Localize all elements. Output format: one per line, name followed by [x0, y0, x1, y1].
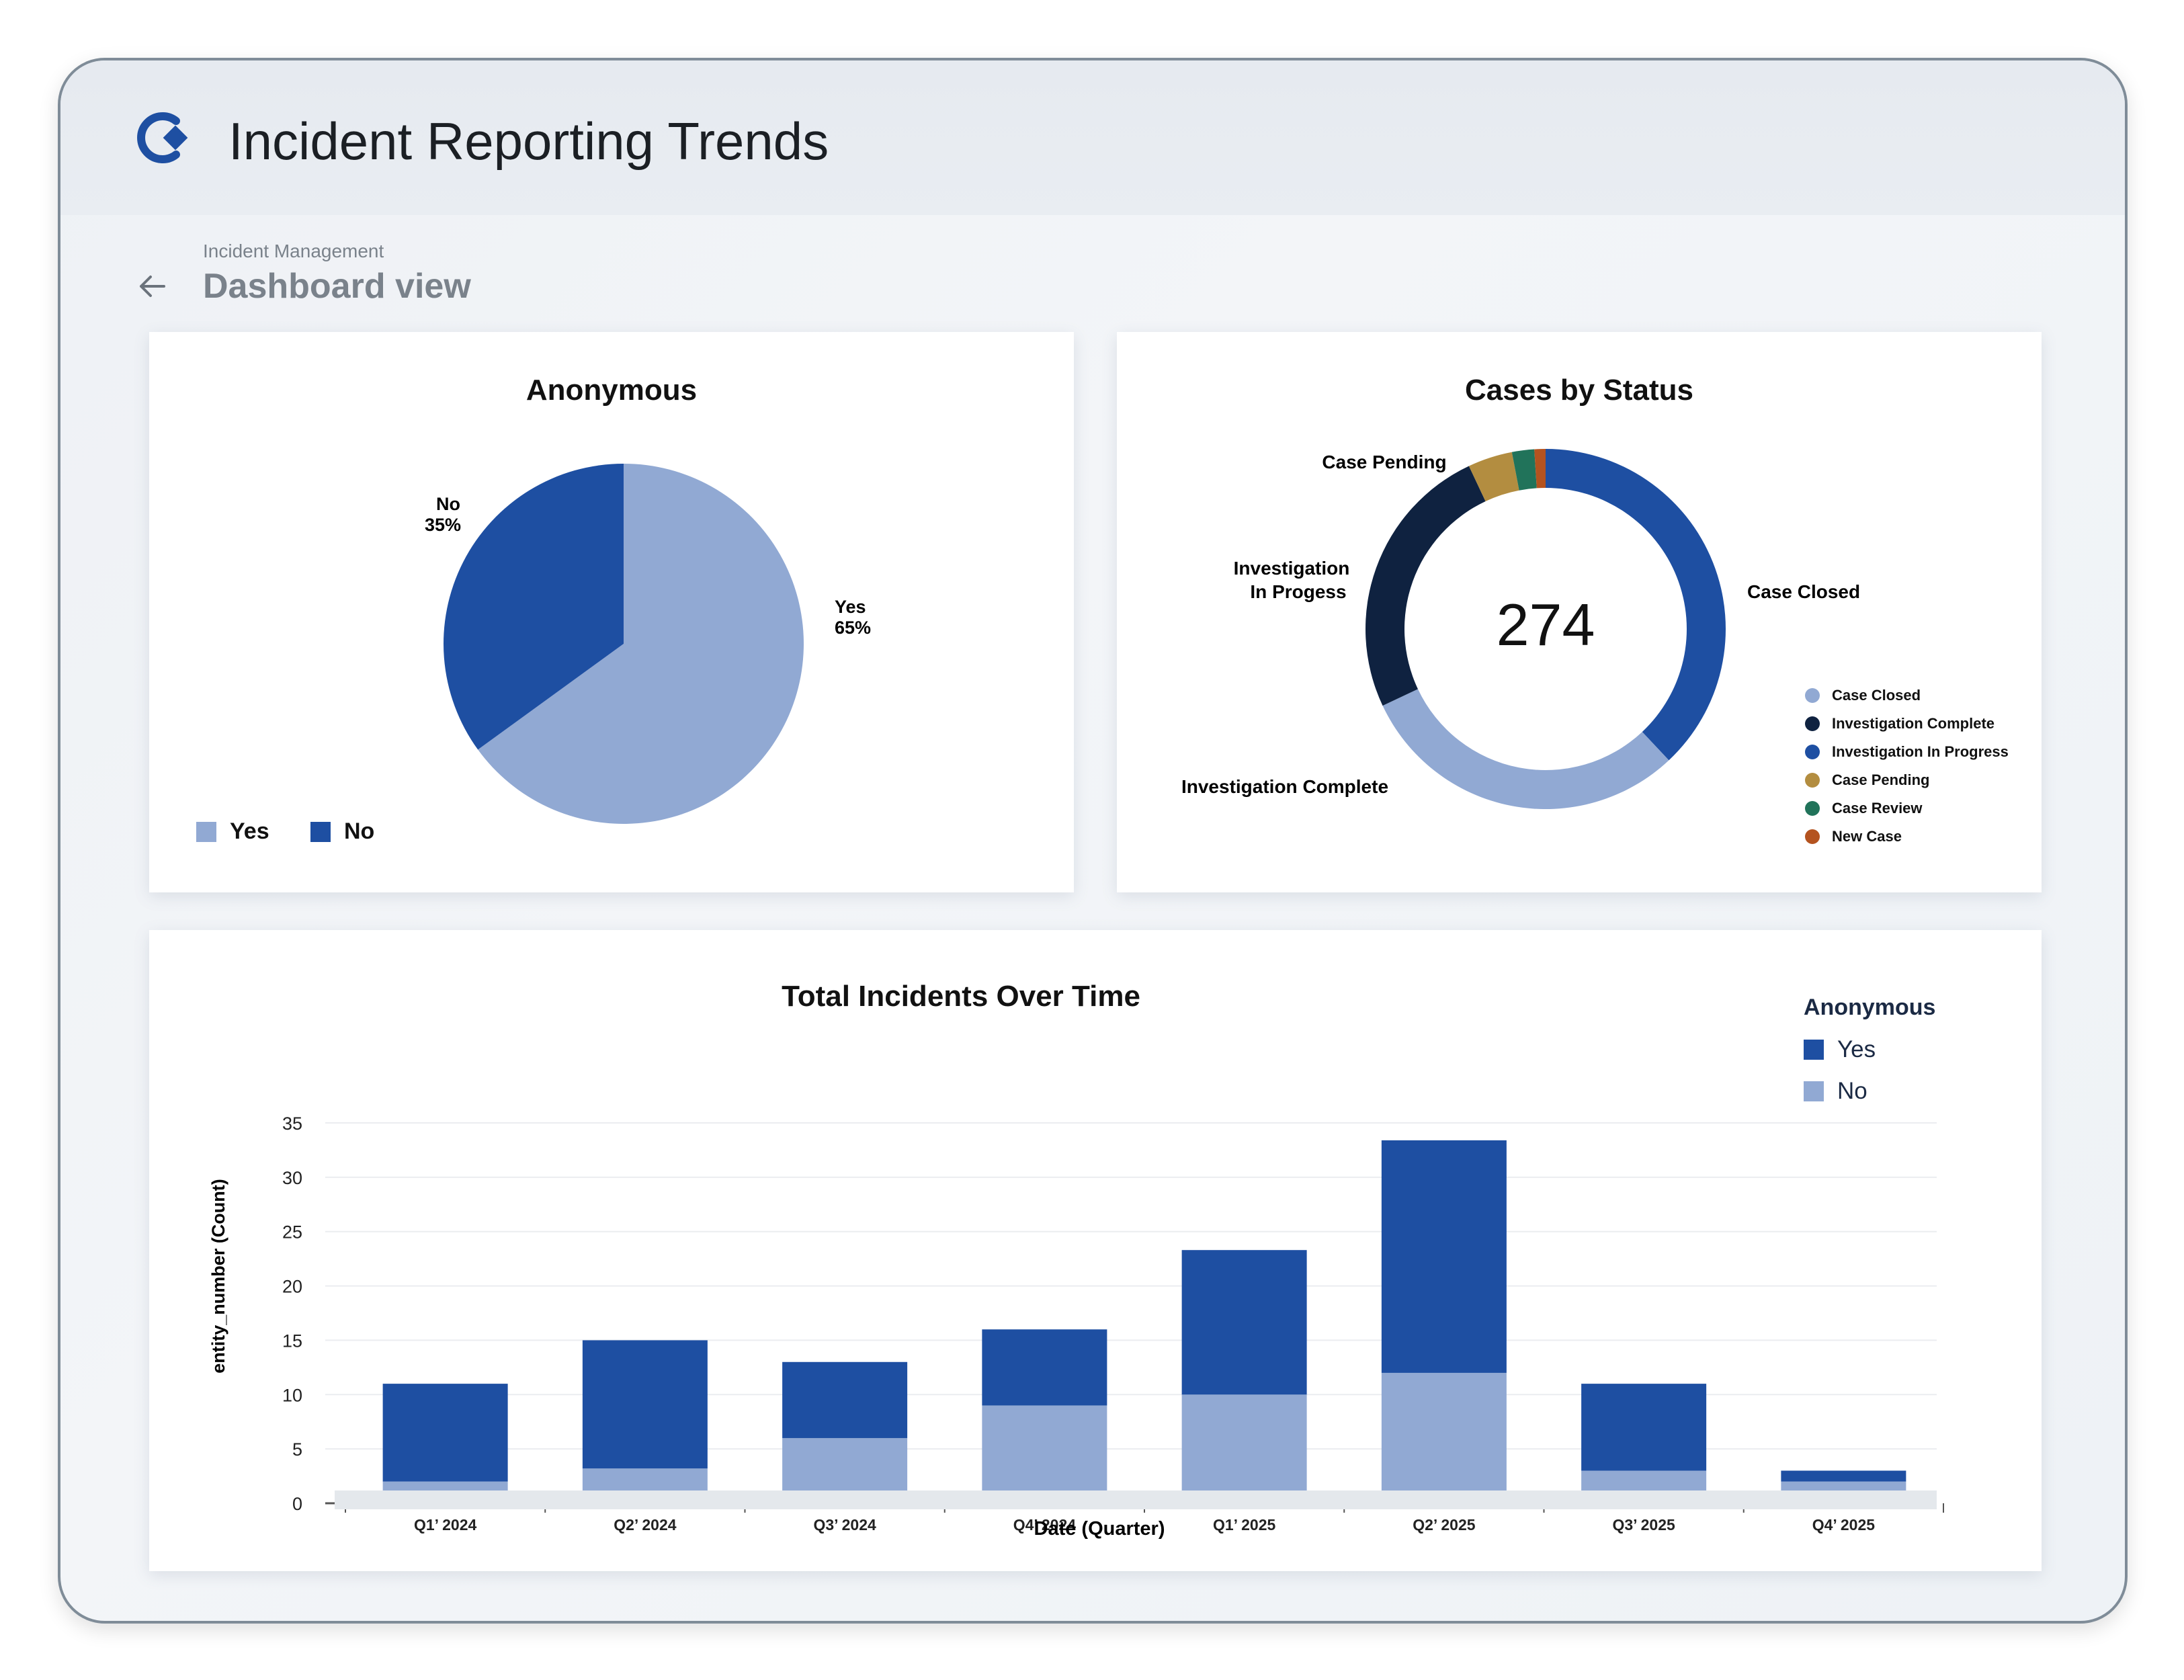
x-tick-label: Q2’ 2024: [614, 1516, 677, 1534]
callout-investigation-complete: Investigation Complete: [1181, 776, 1388, 797]
anonymous-title: Anonymous: [526, 374, 698, 407]
pie-label-no: No: [436, 494, 460, 514]
incidents-legend-no-swatch: [1804, 1081, 1824, 1101]
legend-dot: [1805, 773, 1820, 788]
legend-investigation-complete[interactable]: Investigation Complete: [1805, 714, 1994, 734]
x-tick-label: Q4’ 2024: [1013, 1516, 1077, 1534]
back-arrow-icon[interactable]: [134, 269, 169, 304]
pie-pct-no: 35%: [425, 515, 461, 535]
app-header: Incident Reporting Trends: [60, 60, 2125, 215]
incidents-legend-yes[interactable]: Yes: [1804, 1036, 1876, 1063]
pie-slice-yes[interactable]: [478, 464, 804, 824]
legend-dot: [1805, 801, 1820, 816]
legend-case-closed[interactable]: Case Closed: [1805, 685, 1921, 706]
x-tick-label: Q1’ 2025: [1213, 1516, 1276, 1534]
y-tick-label: 10: [282, 1385, 302, 1405]
x-tick-label: Q2’ 2025: [1413, 1516, 1476, 1534]
cases-status-legend: Case Closed Investigation Complete Inves…: [1805, 685, 2033, 860]
bar-segment-yes[interactable]: [382, 1384, 508, 1482]
x-scrollbar[interactable]: [335, 1490, 1937, 1509]
legend-label: Case Pending: [1832, 771, 1930, 788]
anonymous-pie-chart: No 35% Yes 65%: [425, 464, 871, 824]
y-tick-label: 25: [282, 1222, 302, 1243]
donut-slice-case-closed[interactable]: [1382, 689, 1669, 809]
breadcrumb-current: Dashboard view: [203, 267, 471, 306]
legend-new-case[interactable]: New Case: [1805, 827, 1902, 847]
legend-case-review[interactable]: Case Review: [1805, 798, 1923, 818]
donut-slice-investigation-in-progress[interactable]: [1546, 449, 1726, 761]
bar-segment-yes[interactable]: [1181, 1250, 1307, 1395]
cases-status-card: Cases by Status 274 Case Pending Investi…: [1117, 332, 2042, 892]
breadcrumb-parent[interactable]: Incident Management: [203, 241, 384, 261]
bar-segment-yes[interactable]: [1781, 1470, 1906, 1482]
legend-investigation-in-progress[interactable]: Investigation In Progress: [1805, 742, 2009, 762]
legend-dot: [1805, 716, 1820, 731]
y-axis-label: entity_number (Count): [208, 1179, 228, 1374]
x-tick-label: Q1’ 2024: [414, 1516, 477, 1534]
cases-status-donut-chart: 274 Case Pending Investigation In Proges…: [1181, 449, 1860, 809]
donut-total: 274: [1497, 591, 1595, 658]
incidents-legend-yes-swatch: [1804, 1040, 1824, 1060]
incidents-legend: Anonymous Yes No: [1804, 995, 1978, 1116]
bar-segment-yes[interactable]: [782, 1361, 908, 1438]
bar-segment-yes[interactable]: [1381, 1140, 1507, 1373]
app-window: Incident Reporting Trends Incident Manag…: [58, 58, 2128, 1624]
x-tick-label: Q4’ 2025: [1812, 1516, 1876, 1534]
bar-segment-yes[interactable]: [982, 1329, 1107, 1406]
app-logo-icon: [137, 112, 188, 163]
anonymous-card: Anonymous No 35% Yes 65% Yes No: [149, 332, 1074, 892]
callout-case-pending: Case Pending: [1322, 452, 1446, 472]
callout-investigation-line1: Investigation: [1234, 558, 1350, 579]
y-tick-label: 5: [292, 1439, 302, 1460]
legend-case-pending[interactable]: Case Pending: [1805, 770, 1929, 790]
incidents-over-time-card: Total Incidents Over Time 0 5 10 15 20 25 30 35…: [149, 930, 2042, 1571]
incidents-title: Total Incidents Over Time: [782, 980, 1140, 1013]
legend-dot: [1805, 745, 1820, 759]
legend-no-label: No: [344, 818, 375, 844]
y-tick-label: 30: [282, 1168, 302, 1188]
page-title: Incident Reporting Trends: [228, 112, 829, 171]
incidents-legend-no-label: No: [1837, 1078, 1867, 1104]
bar-segment-yes[interactable]: [1581, 1384, 1707, 1471]
donut-slice-case-review[interactable]: [1511, 449, 1537, 491]
callout-case-closed: Case Closed: [1747, 581, 1860, 602]
legend-no[interactable]: No: [310, 818, 374, 845]
donut-slice-investigation-complete[interactable]: [1366, 466, 1486, 706]
y-tick-label: 0: [292, 1494, 302, 1514]
pie-pct-yes: 65%: [835, 618, 871, 638]
legend-dot: [1805, 688, 1820, 703]
x-tick-label: Q3’ 2024: [813, 1516, 876, 1534]
y-tick-label: 20: [282, 1277, 302, 1297]
pie-label-yes: Yes: [835, 597, 866, 617]
legend-label: Case Review: [1832, 800, 1923, 816]
legend-yes-label: Yes: [230, 818, 269, 844]
bar-segment-no[interactable]: [982, 1405, 1107, 1503]
callout-investigation-line2: In Progess: [1250, 581, 1346, 602]
legend-label: Investigation Complete: [1832, 715, 1995, 732]
y-tick-label: 15: [282, 1331, 302, 1351]
breadcrumb: Incident Management Dashboard view: [134, 235, 739, 316]
incidents-bar-chart: 0 5 10 15 20 25 30 35 Q1’ 2024 Q2’ 2024 Q3’ 2024 Q…: [208, 1114, 1944, 1540]
legend-yes[interactable]: Yes: [196, 818, 269, 845]
donut-slice-new-case[interactable]: [1534, 449, 1546, 489]
donut-slice-case-pending[interactable]: [1468, 452, 1519, 501]
bar-segment-no[interactable]: [1181, 1394, 1307, 1503]
x-tick-label: Q3’ 2025: [1612, 1516, 1675, 1534]
legend-yes-swatch: [196, 821, 216, 842]
cases-status-title: Cases by Status: [1465, 374, 1693, 407]
incidents-legend-no[interactable]: No: [1804, 1078, 1867, 1105]
bar-segment-no[interactable]: [1381, 1372, 1507, 1503]
legend-label: Case Closed: [1832, 687, 1921, 704]
y-tick-label: 35: [282, 1114, 302, 1134]
legend-label: Investigation In Progress: [1832, 743, 2009, 760]
incidents-legend-yes-label: Yes: [1837, 1036, 1876, 1062]
x-axis-label: Date (Quarter): [1034, 1518, 1165, 1540]
legend-label: New Case: [1832, 828, 1902, 845]
legend-no-swatch: [310, 821, 331, 842]
legend-dot: [1805, 829, 1820, 844]
pie-slice-no[interactable]: [444, 464, 624, 750]
incidents-legend-title: Anonymous: [1804, 995, 1936, 1020]
bar-segment-yes[interactable]: [582, 1340, 708, 1469]
